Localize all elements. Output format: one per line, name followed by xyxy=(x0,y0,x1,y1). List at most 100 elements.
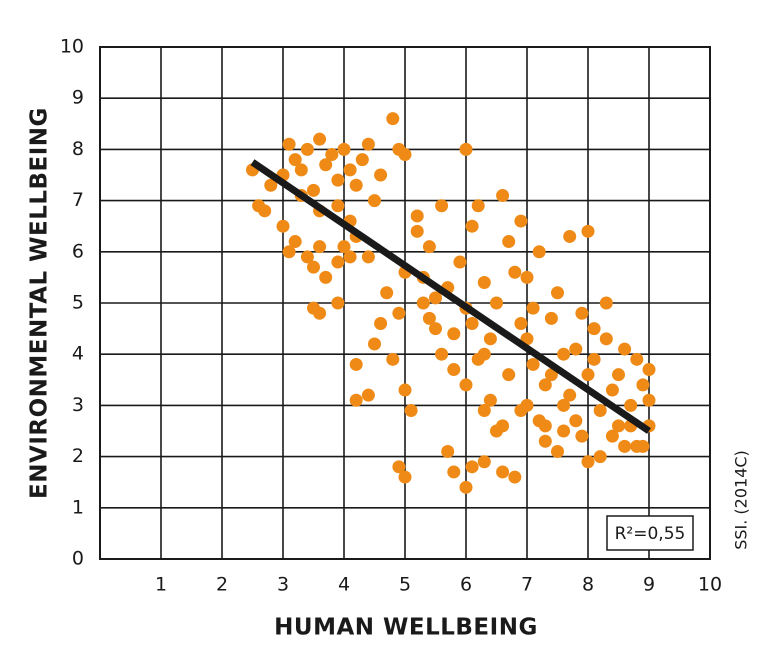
x-tick-label: 8 xyxy=(582,574,594,596)
point xyxy=(307,183,320,197)
point xyxy=(416,296,430,310)
y-tick-label: 4 xyxy=(72,343,84,365)
point xyxy=(398,383,412,397)
point xyxy=(514,214,528,228)
y-tick-label: 6 xyxy=(72,240,84,262)
point xyxy=(410,209,424,223)
point xyxy=(447,363,461,377)
point xyxy=(331,199,345,213)
point xyxy=(471,199,485,213)
point xyxy=(343,163,357,177)
point xyxy=(368,337,381,351)
point xyxy=(331,173,345,187)
point xyxy=(459,480,473,494)
point xyxy=(563,388,577,402)
point xyxy=(349,357,363,371)
y-axis-title: ENVIRONMENTAL WELLBEING xyxy=(27,107,53,499)
point xyxy=(453,255,467,269)
x-tick-label: 1 xyxy=(155,574,167,596)
point xyxy=(532,245,546,259)
x-tick-label: 4 xyxy=(338,574,350,596)
point xyxy=(612,368,625,382)
point xyxy=(313,132,327,146)
point xyxy=(386,352,400,366)
point xyxy=(557,347,571,361)
point xyxy=(361,388,375,402)
point xyxy=(465,219,479,233)
point xyxy=(520,270,534,284)
point xyxy=(282,245,296,259)
point xyxy=(593,450,607,464)
point xyxy=(398,148,412,162)
point xyxy=(624,398,638,412)
point xyxy=(544,311,558,325)
point xyxy=(483,332,497,346)
point xyxy=(459,142,473,156)
x-tick-label: 10 xyxy=(698,574,722,596)
point xyxy=(508,470,522,484)
point xyxy=(288,153,302,167)
point xyxy=(331,296,345,310)
point xyxy=(447,327,461,341)
point xyxy=(477,347,491,361)
y-tick-label: 5 xyxy=(72,292,84,314)
point xyxy=(459,378,473,392)
point xyxy=(538,419,552,433)
point xyxy=(575,429,589,443)
point xyxy=(508,265,522,279)
point xyxy=(435,199,449,213)
point xyxy=(557,398,571,412)
point xyxy=(349,393,363,407)
point xyxy=(599,296,613,310)
point xyxy=(319,270,333,284)
x-axis-title: HUMAN WELLBEING xyxy=(274,615,538,641)
point xyxy=(581,368,595,382)
annotation-box xyxy=(606,515,694,551)
point xyxy=(447,465,461,479)
point xyxy=(599,332,613,346)
x-tick-label: 7 xyxy=(521,574,533,596)
point xyxy=(343,250,357,264)
point xyxy=(496,465,510,479)
point xyxy=(441,444,455,458)
trend xyxy=(250,159,651,434)
point xyxy=(392,306,406,320)
x-tick-label: 5 xyxy=(399,574,411,596)
point xyxy=(502,235,516,249)
point xyxy=(569,342,583,356)
point xyxy=(630,352,644,366)
point xyxy=(502,368,516,382)
points xyxy=(246,112,656,494)
point xyxy=(496,419,510,433)
point xyxy=(398,470,412,484)
point xyxy=(258,204,272,218)
point xyxy=(300,142,314,156)
point xyxy=(593,404,607,418)
point xyxy=(349,178,363,192)
point xyxy=(429,291,442,305)
point xyxy=(435,347,449,361)
plot-frame xyxy=(99,46,711,560)
y-tick-label: 1 xyxy=(72,496,84,518)
point xyxy=(618,439,632,453)
x-tick-label: 3 xyxy=(277,574,289,596)
point xyxy=(477,404,491,418)
point xyxy=(636,378,650,392)
point xyxy=(569,414,583,428)
point xyxy=(538,378,552,392)
point xyxy=(551,444,564,458)
y-tick-label: 9 xyxy=(72,87,84,109)
source: SSI. (2014C) xyxy=(732,450,751,550)
annotation: R²=0,55 xyxy=(615,524,686,544)
point xyxy=(581,455,595,469)
point xyxy=(587,352,601,366)
point xyxy=(465,316,479,330)
point xyxy=(374,168,388,182)
point xyxy=(581,224,595,238)
point xyxy=(642,363,656,377)
point xyxy=(605,383,619,397)
point xyxy=(264,178,278,192)
point xyxy=(465,460,479,474)
point xyxy=(544,368,558,382)
